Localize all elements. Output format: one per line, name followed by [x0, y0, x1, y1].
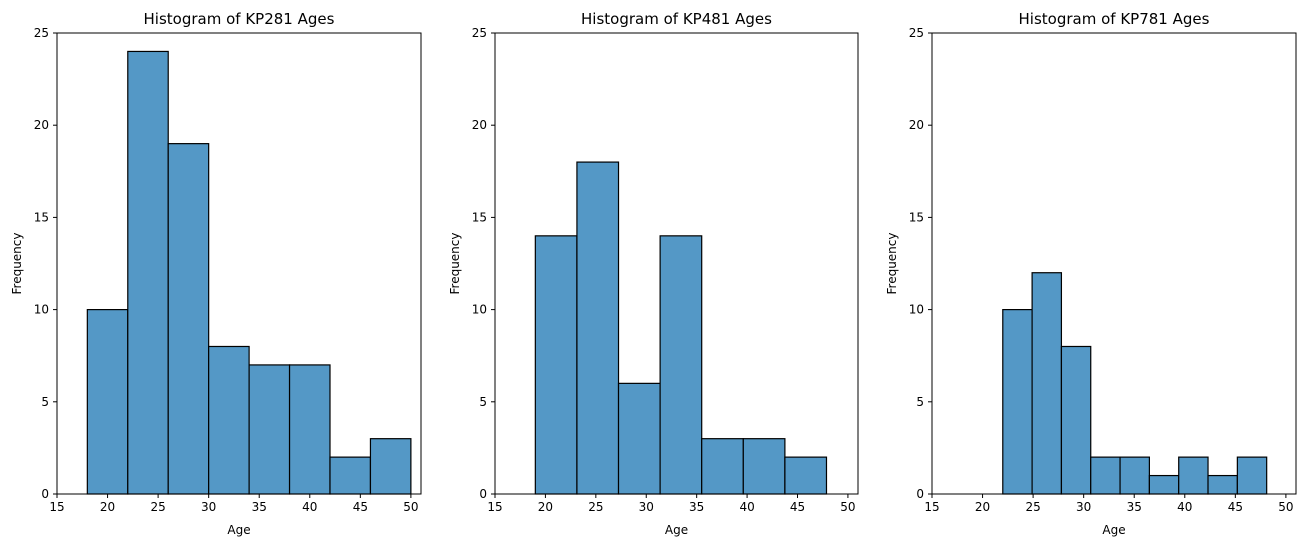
y-tick-label: 10 [472, 303, 487, 317]
x-tick-label: 30 [201, 500, 216, 514]
histogram-bar [617, 382, 661, 495]
x-tick-label: 35 [1127, 500, 1142, 514]
x-tick-label: 50 [1278, 500, 1293, 514]
histogram-bar [288, 364, 331, 495]
histogram-bar [1031, 272, 1063, 495]
x-tick-label: 50 [403, 500, 418, 514]
histogram-bar [86, 309, 129, 495]
y-tick-label: 20 [472, 118, 487, 132]
chart-panel-2: 15 20 25 30 35 40 45 50 0 5 10 15 20 25 Histogram of K… [448, 10, 859, 537]
x-tick-label: 15 [49, 500, 64, 514]
y-tick-label: 0 [41, 487, 49, 501]
chart-title: Histogram of KP481 Ages [581, 10, 772, 28]
chart-panel-3: 15 20 25 30 35 40 45 50 0 5 10 15 20 25 Histogram of K… [885, 10, 1297, 537]
axes-frame [56, 32, 422, 495]
y-axis-label: Frequency [885, 233, 899, 295]
y-axis-label: Frequency [10, 233, 24, 295]
y-axis-label: Frequency [448, 233, 462, 295]
x-axis-label: Age [665, 523, 688, 537]
x-tick-label: 20 [538, 500, 553, 514]
y-tick-label: 15 [34, 210, 49, 224]
x-tick-label: 35 [252, 500, 267, 514]
histogram-bar [1060, 345, 1092, 495]
histogram-bar [1178, 456, 1209, 495]
x-tick-label: 25 [150, 500, 165, 514]
histogram-bar [167, 143, 210, 495]
x-tick-label: 30 [639, 500, 654, 514]
x-tick-label: 35 [689, 500, 704, 514]
y-tick-label: 25 [472, 26, 487, 40]
x-tick-label: 40 [739, 500, 754, 514]
y-tick-label: 10 [909, 303, 924, 317]
histogram-bar [1090, 456, 1121, 495]
axes-frame [931, 32, 1297, 495]
chart-panel-1: 15 20 25 30 35 40 45 50 0 5 10 15 20 25 Histogram of K… [10, 10, 422, 537]
y-tick-label: 20 [34, 118, 49, 132]
y-tick-label: 15 [472, 210, 487, 224]
x-tick-label: 40 [302, 500, 317, 514]
histogram-bar [576, 161, 620, 495]
histogram-bar [1119, 456, 1150, 495]
x-tick-label: 15 [487, 500, 502, 514]
histogram-bar [742, 438, 786, 495]
x-tick-label: 45 [1228, 500, 1243, 514]
histogram-bar [784, 456, 828, 495]
y-tick-label: 5 [479, 395, 487, 409]
x-tick-label: 50 [840, 500, 855, 514]
histogram-bar [127, 50, 169, 495]
y-tick-label: 0 [916, 487, 924, 501]
histogram-bar [701, 438, 744, 495]
x-tick-label: 15 [924, 500, 939, 514]
x-tick-label: 45 [353, 500, 368, 514]
y-tick-label: 10 [34, 303, 49, 317]
x-tick-label: 20 [100, 500, 115, 514]
x-tick-label: 40 [1177, 500, 1192, 514]
y-tick-label: 5 [41, 395, 49, 409]
y-tick-label: 25 [909, 26, 924, 40]
y-tick-label: 20 [909, 118, 924, 132]
histogram-bar [369, 438, 412, 495]
y-tick-label: 15 [909, 210, 924, 224]
axes-frame [494, 32, 859, 495]
histogram-bar [1207, 474, 1238, 495]
y-tick-label: 25 [34, 26, 49, 40]
x-axis-label: Age [1102, 523, 1125, 537]
y-tick-label: 0 [479, 487, 487, 501]
x-tick-label: 20 [975, 500, 990, 514]
histogram-bar [1236, 456, 1268, 495]
histogram-bar [1148, 474, 1180, 495]
histogram-bar [208, 345, 250, 495]
x-tick-label: 45 [790, 500, 805, 514]
histogram-bar [659, 235, 703, 495]
x-tick-label: 30 [1076, 500, 1091, 514]
histogram-bar [329, 456, 372, 495]
x-tick-label: 25 [588, 500, 603, 514]
x-axis-label: Age [227, 523, 250, 537]
histogram-bar [1002, 309, 1033, 495]
chart-title: Histogram of KP281 Ages [144, 10, 335, 28]
histogram-bar [248, 364, 291, 495]
y-tick-label: 5 [916, 395, 924, 409]
chart-title: Histogram of KP781 Ages [1019, 10, 1210, 28]
histogram-bar [534, 235, 578, 495]
x-tick-label: 25 [1025, 500, 1040, 514]
